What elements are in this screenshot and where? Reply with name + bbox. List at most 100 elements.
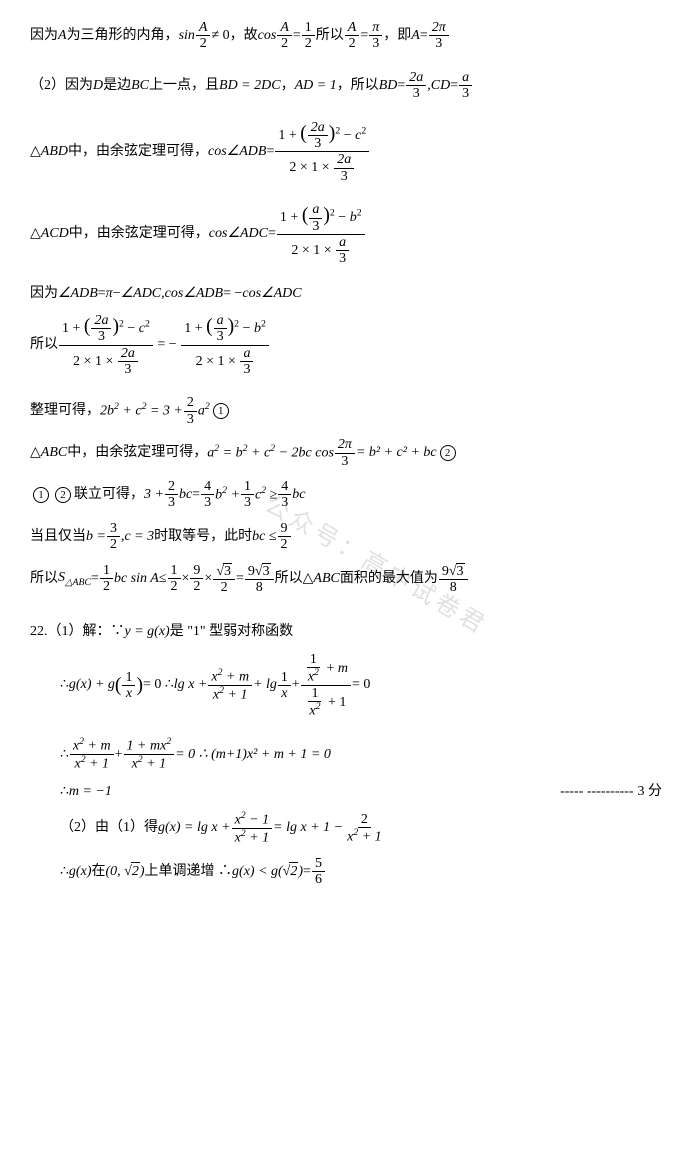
- cos: cos: [165, 285, 184, 303]
- n: 1 + mx2: [124, 737, 175, 755]
- t: ，所以: [337, 77, 379, 95]
- there: ∴: [60, 863, 69, 881]
- d: 8: [447, 580, 460, 595]
- bc: bc: [179, 486, 192, 504]
- n: a: [309, 202, 322, 218]
- dashes: ----- ----------: [560, 783, 633, 801]
- frac: 2a3: [406, 70, 426, 102]
- n: x2 + m: [70, 737, 114, 755]
- d: 3: [121, 362, 134, 377]
- expr: g(x) < g(√2): [232, 862, 303, 881]
- ang: ∠ADB: [183, 285, 223, 303]
- n: 3: [107, 521, 120, 537]
- t: ，即: [383, 27, 411, 45]
- cos: cos: [242, 285, 261, 303]
- num: a: [459, 70, 472, 86]
- score: 3 分: [638, 783, 663, 801]
- eq: =: [266, 143, 274, 161]
- t: 面积的最大值为: [340, 570, 438, 588]
- var-D: D: [93, 77, 103, 95]
- n: 1: [278, 670, 291, 686]
- n: x2 + m: [208, 668, 252, 686]
- eq: =: [236, 570, 244, 588]
- n: x2 − 1: [232, 811, 273, 829]
- big-frac: 1 + (2a3)2 − c2 2 × 1 × 2a3: [275, 120, 369, 185]
- there: ∴: [60, 676, 69, 694]
- n: a: [336, 235, 349, 251]
- frac: 92: [278, 521, 291, 553]
- cos: cos: [258, 27, 277, 45]
- num: π: [369, 20, 382, 36]
- d: 8: [253, 580, 266, 595]
- big-frac: 1 + (a3)2 − b2 2 × 1 × a3: [181, 313, 269, 378]
- le: ≤: [159, 570, 167, 588]
- t: 所以: [275, 570, 303, 588]
- expr: g(x) = lg x +: [158, 819, 231, 837]
- d: 1x2 + 1: [302, 686, 349, 719]
- d: x2 + 1: [232, 829, 273, 846]
- plus: +: [292, 676, 300, 694]
- den: 3: [459, 86, 472, 101]
- n: a: [214, 313, 227, 329]
- t: 时取等号，此时: [154, 528, 252, 546]
- d: 2: [278, 537, 291, 552]
- frac: 92: [190, 563, 203, 595]
- q22-5: （2）由（1）得 g(x) = lg x + x2 − 1x2 + 1 = lg…: [30, 811, 662, 846]
- frac: 1x: [122, 670, 135, 702]
- expr: + lg: [253, 676, 277, 694]
- den: 3: [410, 86, 423, 101]
- ang: ∠ADB: [58, 285, 98, 303]
- var-CD: CD: [431, 77, 450, 95]
- num: A: [345, 20, 360, 36]
- num: 2π: [429, 20, 449, 36]
- big-frac: 1x2 + m 1x2 + 1: [301, 652, 351, 720]
- frac: 13: [241, 479, 254, 511]
- frac: A2: [345, 20, 360, 52]
- den: 3: [432, 36, 445, 51]
- d: 3: [214, 329, 227, 344]
- frac: 9√38: [439, 563, 468, 596]
- d: x2 + 1: [210, 686, 251, 703]
- var-A: A: [58, 27, 67, 45]
- frac: 23: [165, 479, 178, 511]
- minus: −: [113, 285, 121, 303]
- ABC: ABC: [313, 570, 339, 588]
- tri: △: [303, 570, 314, 588]
- frac: 56: [312, 856, 325, 888]
- d: 2: [218, 580, 231, 595]
- d: 2: [168, 579, 181, 594]
- t: 因为: [30, 285, 58, 303]
- times: ×: [182, 570, 190, 588]
- n: 2a: [91, 313, 111, 329]
- ABC: ABC: [41, 444, 67, 462]
- frac: 43: [278, 479, 291, 511]
- num: 1 + (2a3)2 − c2: [59, 313, 153, 346]
- circled-2: 2: [440, 445, 456, 461]
- expr: = lg x + 1 −: [273, 819, 343, 837]
- t: 在: [91, 863, 105, 881]
- para-1: 因为 A 为三角形的内角， sin A2 ≠ 0 ，故 cos A2 = 12 …: [30, 20, 662, 52]
- tri: △: [30, 143, 41, 161]
- para-5: 因为 ∠ADB = π − ∠ADC , cos ∠ADB = − cos ∠A…: [30, 285, 662, 303]
- d2: x2: [306, 702, 323, 719]
- d: 2: [100, 579, 113, 594]
- d2: x2: [305, 668, 322, 685]
- eq0b: = 0: [352, 676, 370, 694]
- d: 3: [241, 495, 254, 510]
- para-8: △ABC 中，由余弦定理可得， a2 = b2 + c2 − 2bc cos 2…: [30, 437, 662, 469]
- d: 3: [165, 495, 178, 510]
- d: 3: [201, 495, 214, 510]
- var-BC: BC: [131, 77, 149, 95]
- frac: 1 + mx2x2 + 1: [124, 737, 175, 772]
- n: 2a: [118, 346, 138, 362]
- expr: g(x) + g: [69, 676, 115, 694]
- t: 22.（1）解：∵: [30, 623, 125, 641]
- eq: =: [293, 27, 301, 45]
- n2: 1: [308, 686, 321, 702]
- ACD: ACD: [41, 225, 69, 243]
- t: 中，由余弦定理可得，: [68, 143, 208, 161]
- d: 2: [190, 579, 203, 594]
- den: 2 × 1 × a3: [193, 346, 258, 378]
- n: 2a: [308, 120, 328, 136]
- den: 2: [346, 36, 359, 51]
